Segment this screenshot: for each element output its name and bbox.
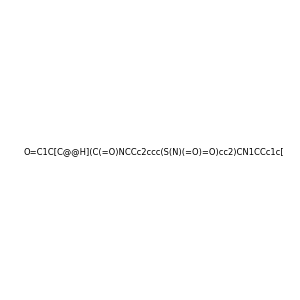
Text: O=C1C[C@@H](C(=O)NCCc2ccc(S(N)(=O)=O)cc2)CN1CCc1c[: O=C1C[C@@H](C(=O)NCCc2ccc(S(N)(=O)=O)cc2…: [23, 147, 284, 156]
